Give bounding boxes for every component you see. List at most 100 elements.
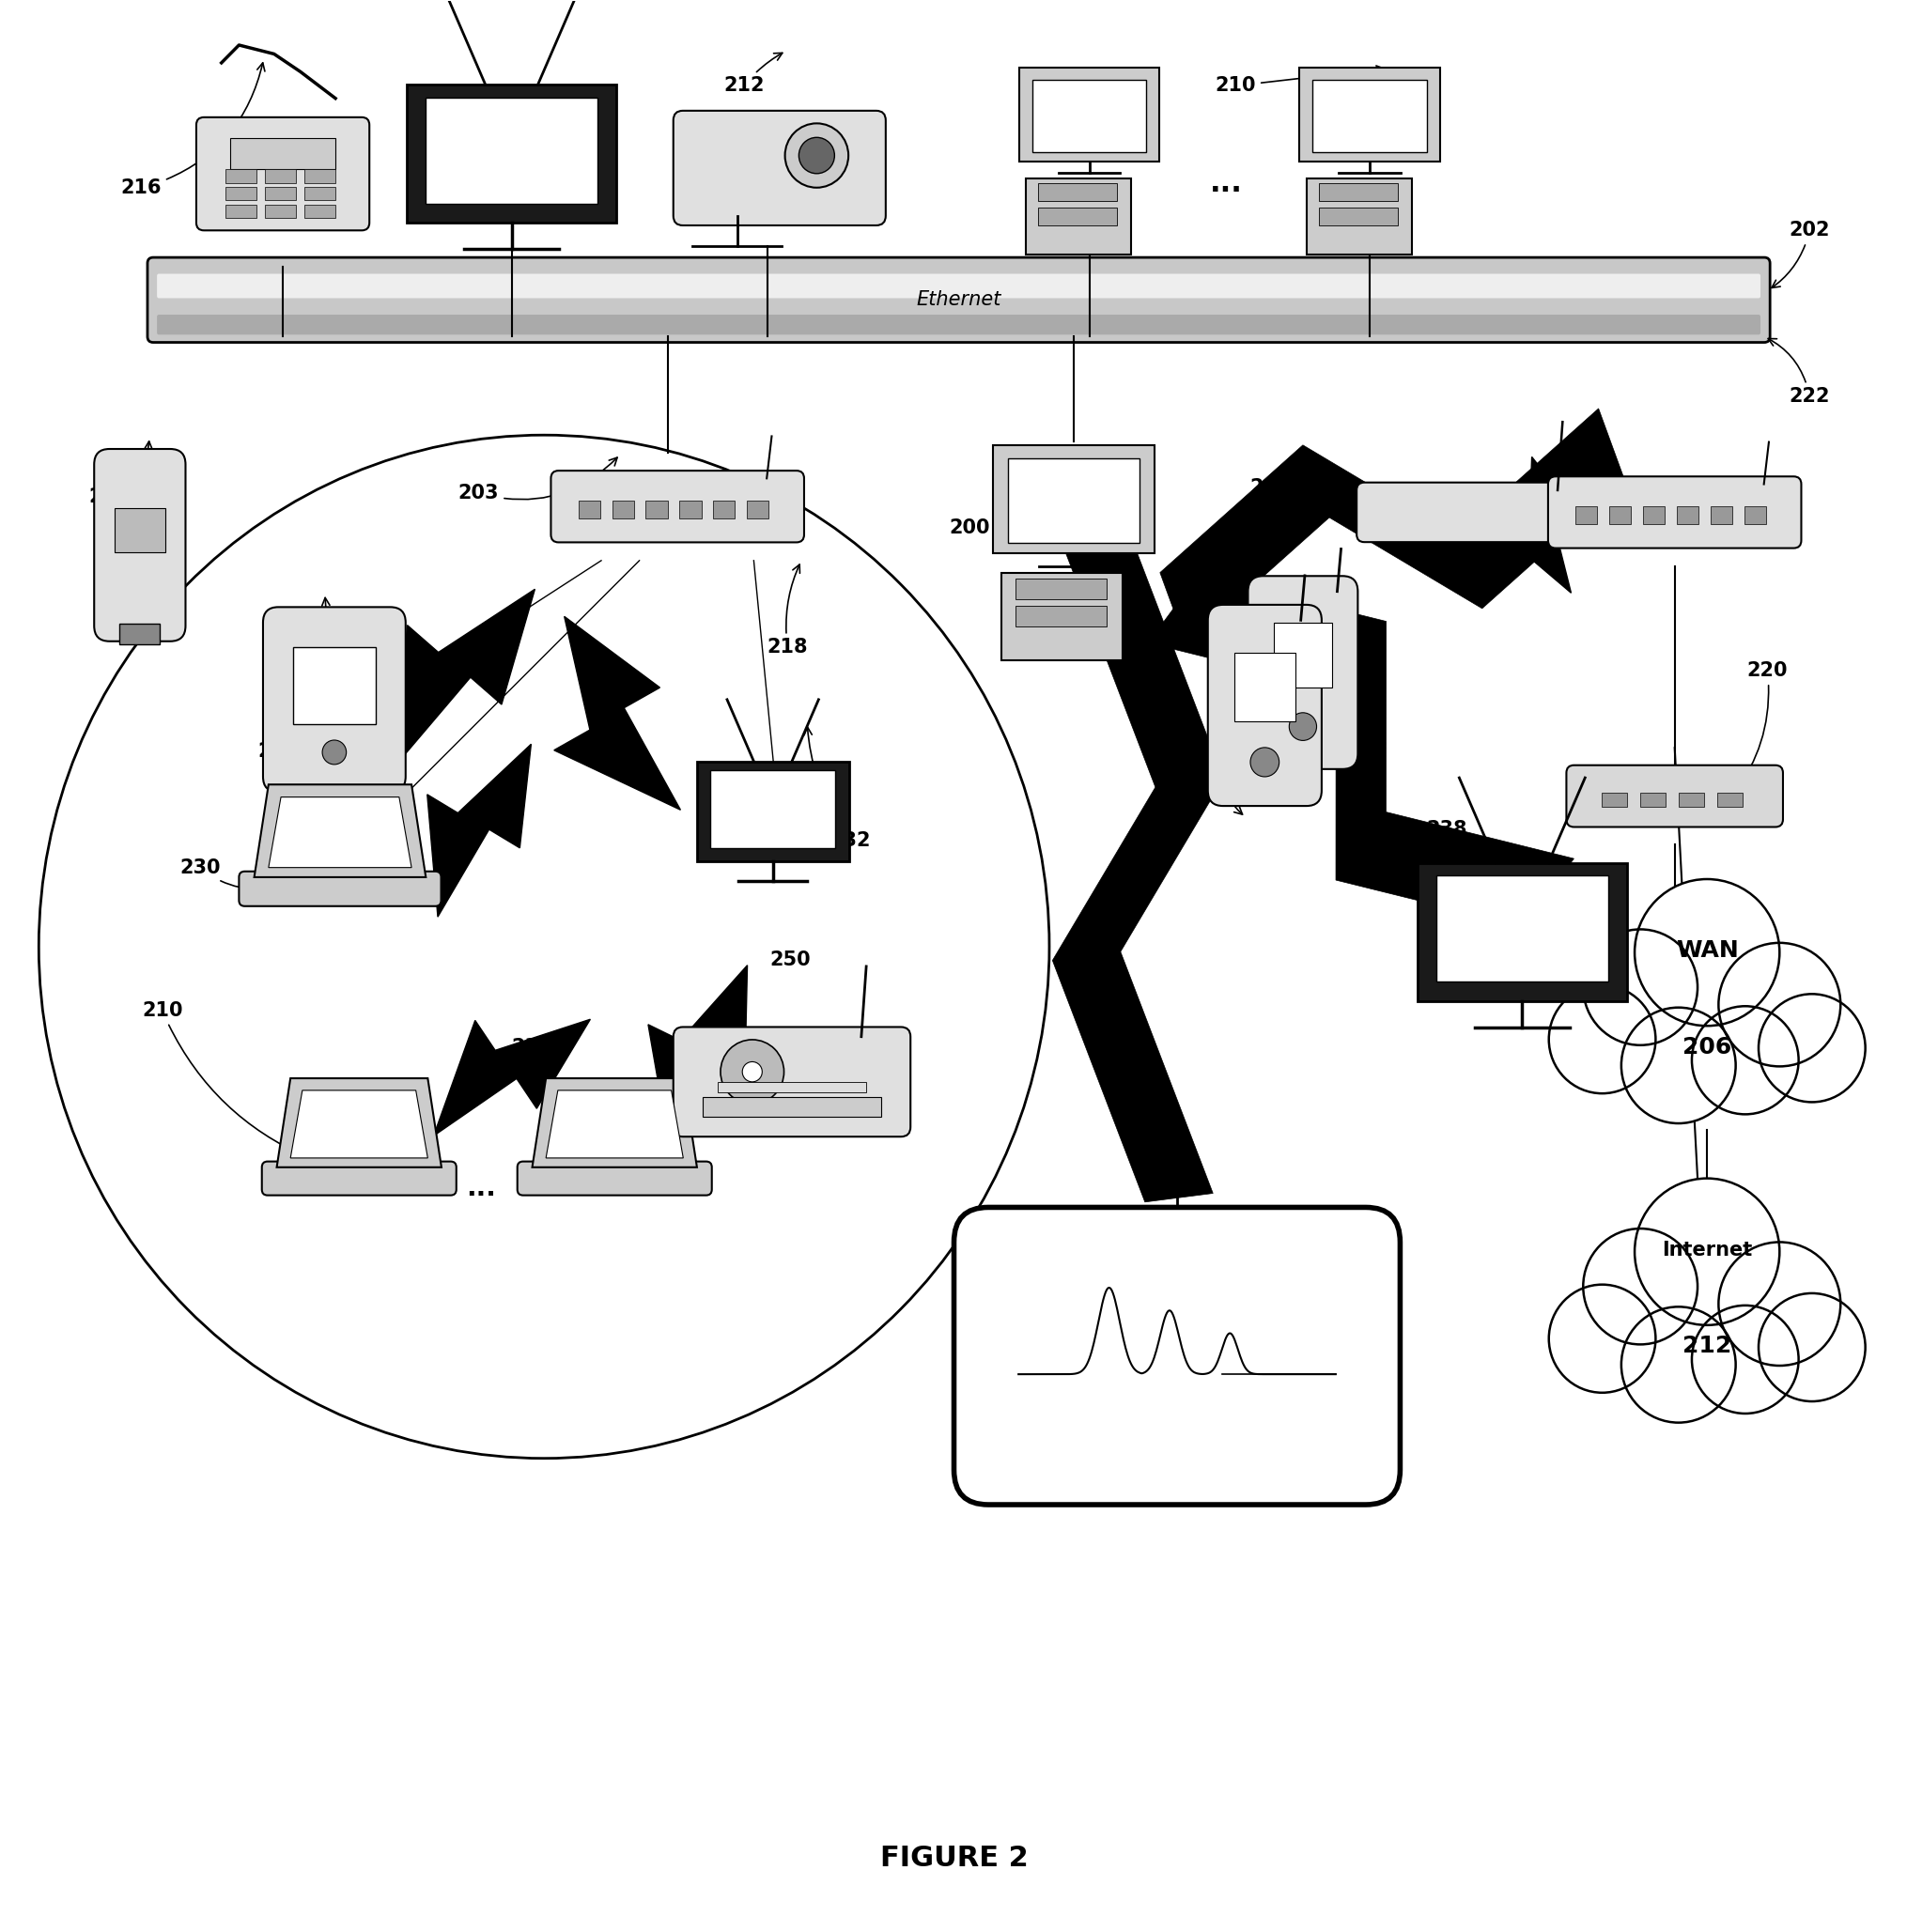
Polygon shape (254, 784, 425, 877)
Bar (1018, 68, 1159, 160)
FancyBboxPatch shape (1247, 576, 1358, 769)
Polygon shape (269, 798, 412, 867)
FancyBboxPatch shape (147, 257, 1770, 342)
Bar (746, 500, 769, 518)
FancyBboxPatch shape (551, 471, 803, 543)
Circle shape (1249, 748, 1278, 777)
Bar (1436, 875, 1608, 981)
Bar (225, 205, 256, 218)
Polygon shape (648, 966, 748, 1146)
Bar (305, 187, 336, 201)
Bar (578, 500, 601, 518)
Bar (305, 205, 336, 218)
Circle shape (1621, 1007, 1735, 1122)
FancyBboxPatch shape (954, 1208, 1400, 1505)
FancyBboxPatch shape (1207, 605, 1322, 806)
Bar (292, 647, 376, 724)
Text: 202: 202 (1772, 220, 1829, 288)
Text: 234: 234 (511, 1037, 553, 1057)
Bar (1306, 180, 1411, 255)
Text: ...: ... (465, 1175, 496, 1202)
Text: ...: ... (1209, 170, 1241, 197)
Polygon shape (1053, 537, 1222, 1202)
Bar (1037, 207, 1118, 224)
Bar (225, 170, 256, 184)
FancyBboxPatch shape (156, 315, 1760, 334)
Polygon shape (532, 1078, 696, 1167)
Polygon shape (277, 1078, 441, 1167)
Bar (709, 771, 835, 848)
Bar (1299, 68, 1440, 160)
FancyBboxPatch shape (1566, 765, 1783, 827)
Bar (265, 205, 296, 218)
Bar (265, 187, 296, 201)
Text: 250: 250 (769, 951, 810, 970)
Circle shape (1621, 1306, 1735, 1422)
Bar (696, 761, 849, 862)
Bar (1709, 506, 1732, 524)
FancyBboxPatch shape (156, 274, 1760, 298)
Bar (114, 508, 166, 553)
Circle shape (322, 740, 347, 765)
Text: FIGURE 2: FIGURE 2 (879, 1845, 1028, 1872)
Circle shape (1718, 943, 1840, 1066)
Circle shape (799, 137, 833, 174)
FancyBboxPatch shape (263, 607, 406, 792)
Bar (1318, 184, 1398, 201)
FancyBboxPatch shape (1356, 483, 1600, 543)
FancyBboxPatch shape (93, 448, 185, 641)
Bar (1640, 792, 1665, 808)
Circle shape (1634, 1179, 1779, 1325)
Bar (1417, 864, 1627, 1001)
Text: 210: 210 (141, 1001, 307, 1157)
Text: 238: 238 (1426, 819, 1466, 914)
Circle shape (1583, 929, 1697, 1045)
Text: 240: 240 (1194, 748, 1241, 815)
Text: 260: 260 (1249, 477, 1291, 497)
Text: 216: 216 (120, 64, 265, 197)
Bar (225, 187, 256, 201)
Circle shape (1634, 879, 1779, 1026)
FancyBboxPatch shape (517, 1161, 711, 1196)
Bar (1318, 207, 1398, 224)
Circle shape (1692, 1306, 1798, 1414)
Polygon shape (1159, 408, 1625, 645)
FancyBboxPatch shape (673, 1028, 910, 1136)
Text: 200: 200 (948, 518, 990, 537)
Bar (645, 500, 667, 518)
Bar (1026, 180, 1131, 255)
Bar (425, 97, 597, 203)
Circle shape (1289, 713, 1316, 740)
Polygon shape (395, 589, 534, 765)
Text: 210: 210 (1215, 66, 1384, 95)
Circle shape (38, 435, 1049, 1459)
Polygon shape (1503, 456, 1577, 593)
FancyBboxPatch shape (1547, 477, 1800, 549)
Bar (994, 446, 1154, 553)
Circle shape (1718, 1242, 1840, 1366)
Text: 204: 204 (88, 440, 153, 506)
Bar (231, 139, 336, 170)
Text: 212: 212 (723, 52, 782, 95)
Text: 222: 222 (1768, 338, 1829, 406)
Text: 268: 268 (1098, 1410, 1154, 1482)
Bar (1032, 79, 1146, 153)
Polygon shape (433, 1020, 589, 1136)
Bar (1037, 184, 1118, 201)
Text: Ethernet: Ethernet (915, 290, 1001, 309)
Text: 230: 230 (179, 858, 259, 893)
Bar (1274, 622, 1331, 688)
Text: 220: 220 (1733, 661, 1787, 792)
Circle shape (1758, 1293, 1865, 1401)
FancyBboxPatch shape (238, 871, 441, 906)
Polygon shape (545, 1090, 683, 1157)
Bar (1608, 506, 1630, 524)
Circle shape (1583, 1229, 1697, 1345)
Circle shape (784, 124, 849, 187)
Polygon shape (427, 744, 530, 918)
Circle shape (1692, 1007, 1798, 1115)
Bar (1743, 506, 1766, 524)
Text: 262: 262 (257, 597, 330, 761)
FancyBboxPatch shape (196, 118, 370, 230)
Text: Internet: Internet (1661, 1240, 1751, 1260)
